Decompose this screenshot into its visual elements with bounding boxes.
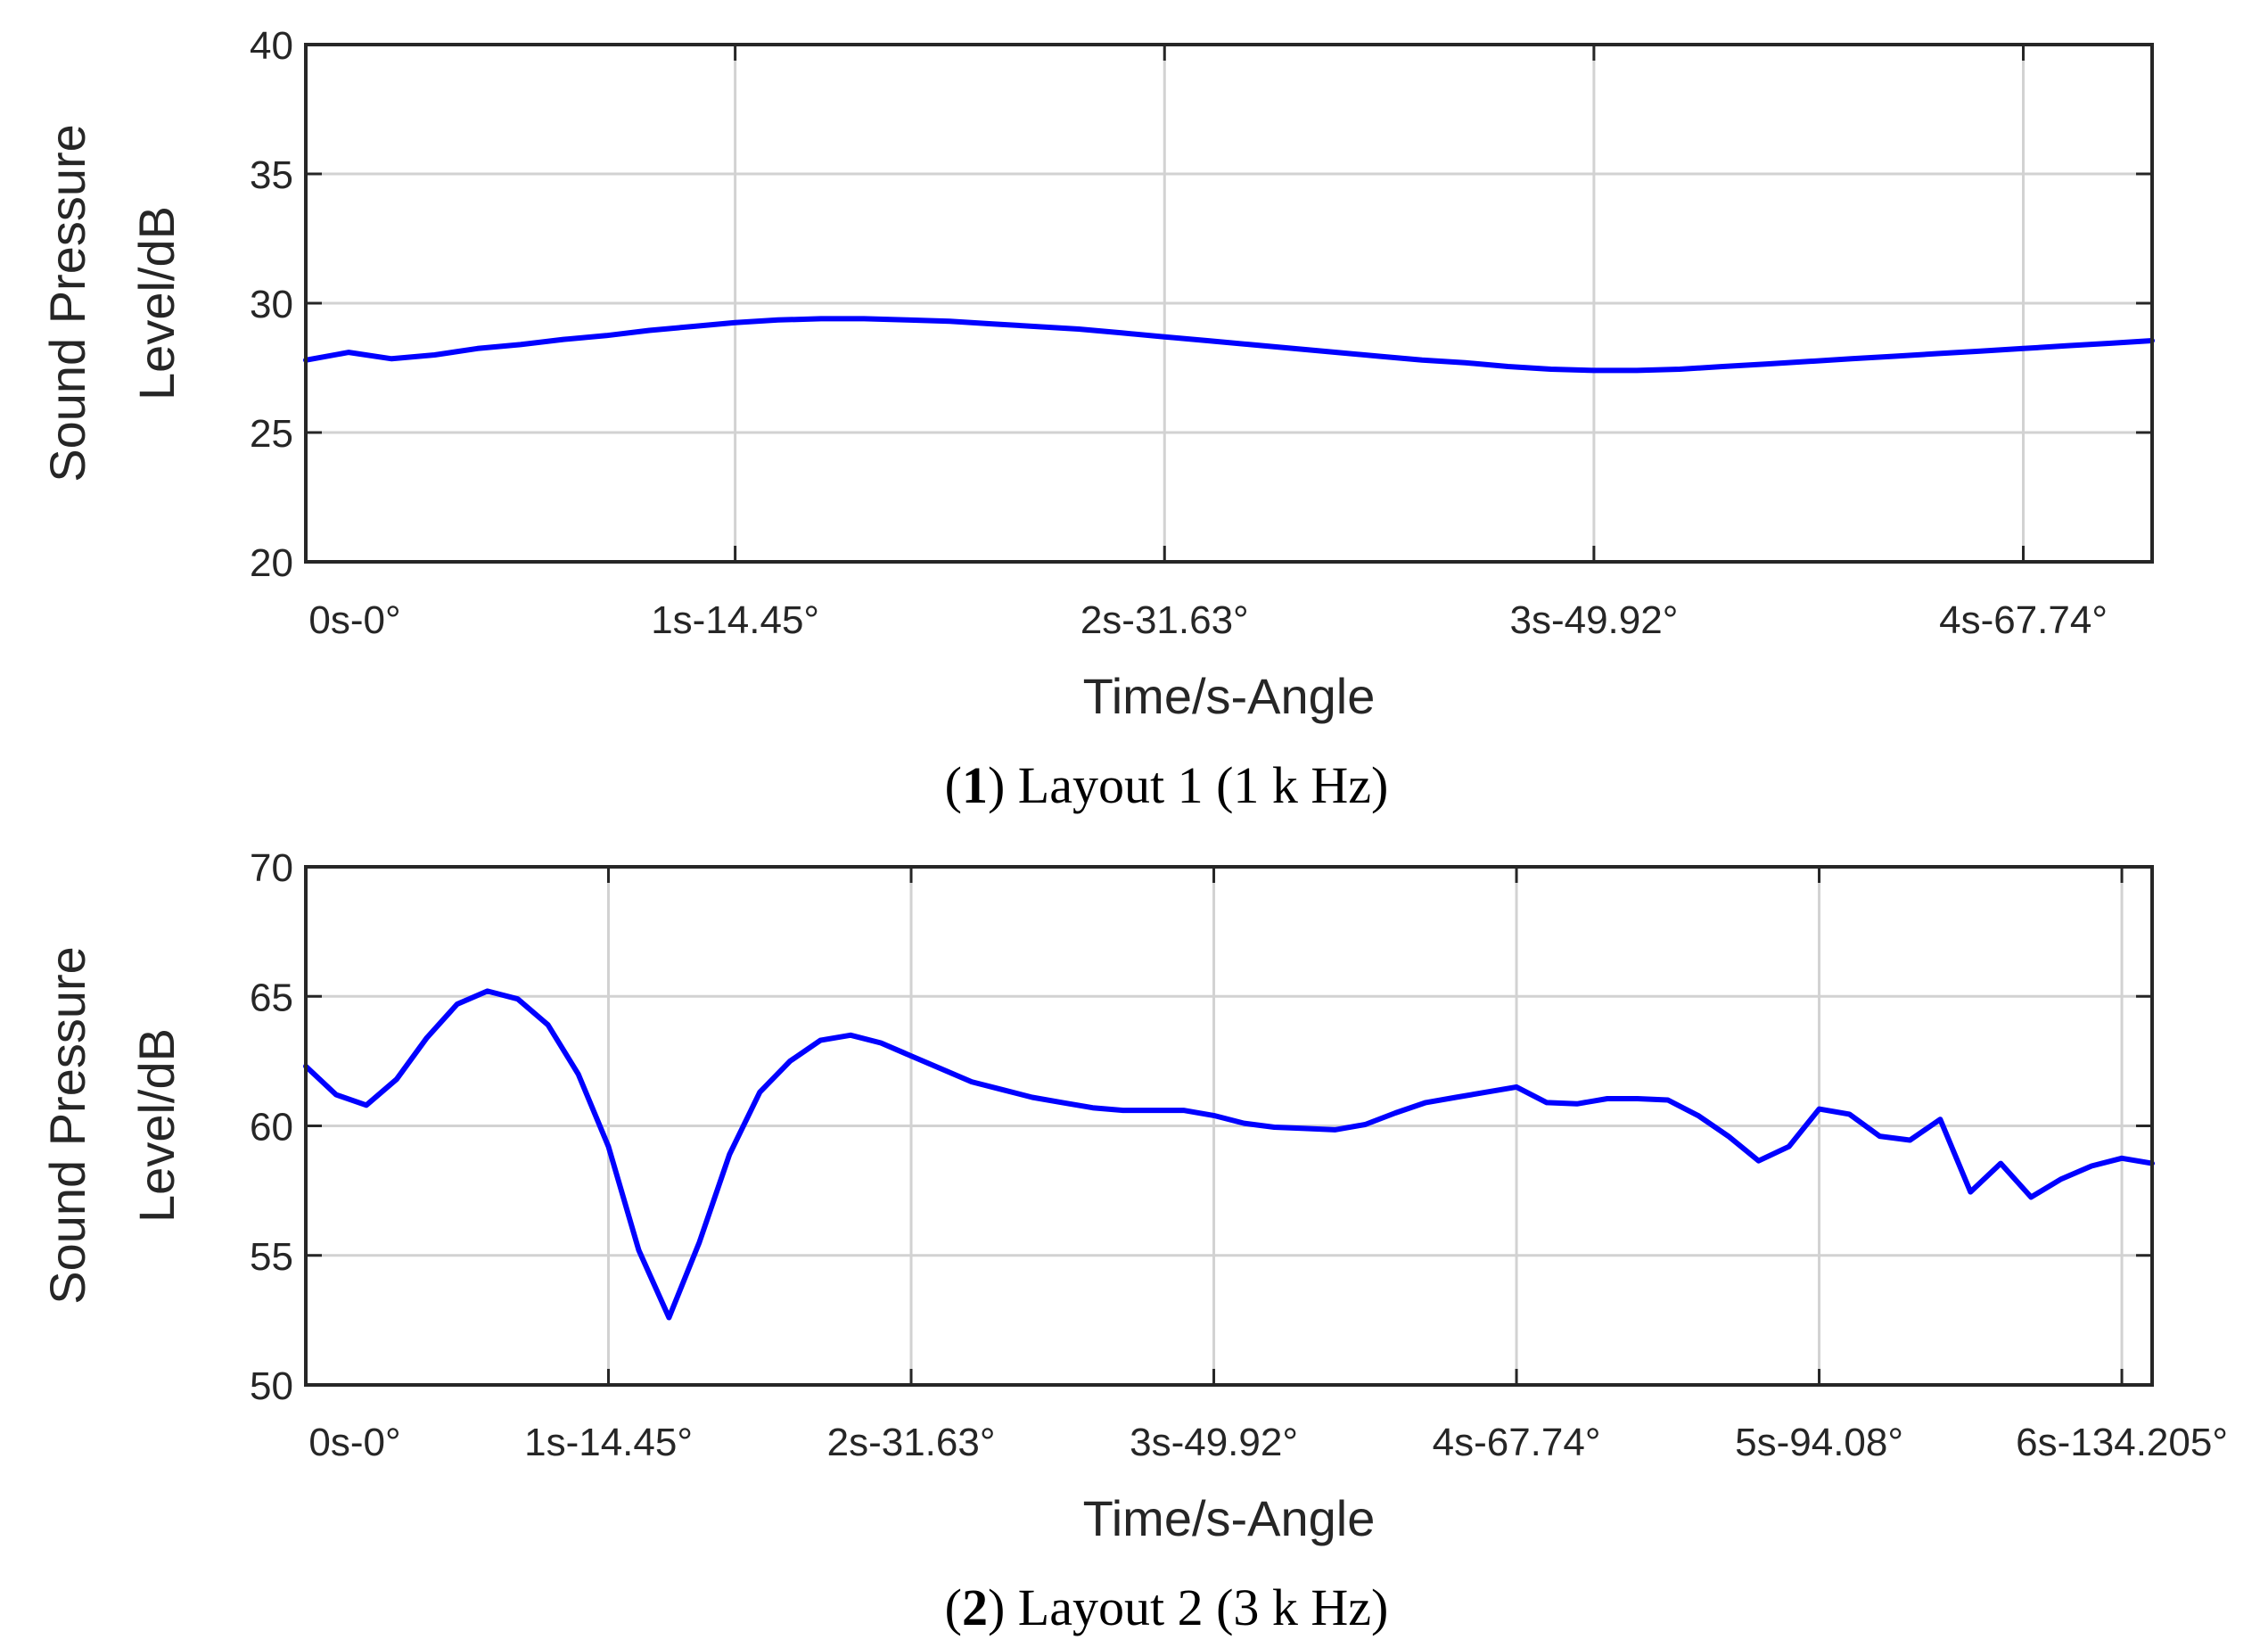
y-tick-label: 50 xyxy=(250,1364,293,1408)
x-tick-label: 1s-14.45° xyxy=(524,1421,693,1464)
y-tick-label: 40 xyxy=(250,24,293,68)
x-tick-label: 1s-14.45° xyxy=(651,598,819,642)
chart-layout-1: 20 25 30 35 40 0s-0° 1s-14.45° 2s-31.63° 3s-49.9… xyxy=(39,24,2155,814)
caption-open: ( xyxy=(945,1578,962,1636)
x-tick-label: 2s-31.63° xyxy=(1081,598,1249,642)
y-axis-label-line: Level/dB xyxy=(128,206,185,400)
figure-caption: (2) Layout 2 (3 k Hz) xyxy=(945,1578,1389,1636)
y-axis-label-line: Sound Pressure xyxy=(39,946,95,1305)
y-tick-label: 70 xyxy=(250,846,293,890)
series-line xyxy=(303,988,2155,1321)
x-tick-label: 5s-94.08° xyxy=(1735,1421,1903,1464)
figure-caption: (1) Layout 1 (1 k Hz) xyxy=(945,756,1389,814)
x-tick-label: 0s-0° xyxy=(308,1421,400,1464)
x-tick-label: 3s-49.92° xyxy=(1130,1421,1298,1464)
y-tick-label: 30 xyxy=(250,283,293,326)
x-axis-label: Time/s-Angle xyxy=(1083,1490,1376,1546)
x-tick-label: 2s-31.63° xyxy=(827,1421,996,1464)
x-tick-label: 0s-0° xyxy=(308,598,400,642)
series-line xyxy=(303,316,2155,374)
x-tick-label: 4s-67.74° xyxy=(1939,598,2108,642)
y-axis-label-line: Level/dB xyxy=(128,1028,185,1223)
x-axis-label: Time/s-Angle xyxy=(1083,668,1376,724)
y-axis-label-line: Sound Pressure xyxy=(39,124,95,482)
x-tick-label: 3s-49.92° xyxy=(1509,598,1678,642)
caption-rest: ) Layout 1 (1 k Hz) xyxy=(988,756,1388,814)
caption-open: ( xyxy=(945,756,962,814)
caption-rest: ) Layout 2 (3 k Hz) xyxy=(988,1578,1388,1636)
y-tick-label: 20 xyxy=(250,541,293,585)
caption-number: 1 xyxy=(962,756,988,814)
y-tick-label: 35 xyxy=(250,153,293,197)
y-tick-label: 60 xyxy=(250,1106,293,1149)
x-tick-label: 6s-134.205° xyxy=(2016,1421,2228,1464)
y-tick-label: 55 xyxy=(250,1235,293,1279)
caption-number: 2 xyxy=(962,1578,988,1636)
chart-layout-2: 50 55 60 65 70 0s-0° 1s-14.45° 2s-31.63° 3s-49.9… xyxy=(39,846,2228,1636)
y-tick-label: 25 xyxy=(250,412,293,456)
y-tick-label: 65 xyxy=(250,976,293,1019)
x-tick-label: 4s-67.74° xyxy=(1433,1421,1601,1464)
